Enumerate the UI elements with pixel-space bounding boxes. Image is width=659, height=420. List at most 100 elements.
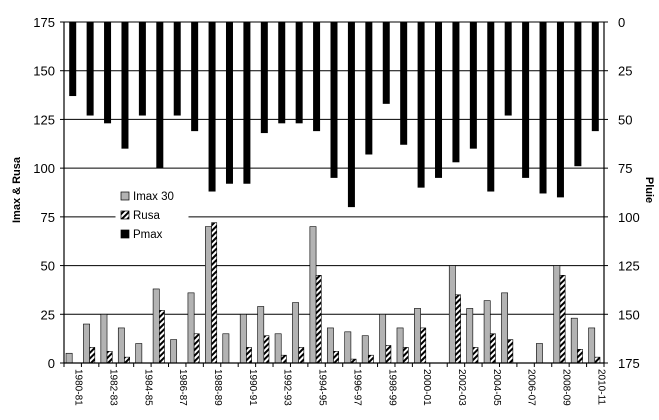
rusa-bar [246,347,252,364]
bars [65,22,601,364]
left-tick-label: 175 [33,15,55,30]
legend-swatch [120,229,130,239]
imax-bar [222,333,230,364]
rusa-bar [472,347,479,364]
pmax-bar [121,22,129,149]
rusa-bar [455,294,461,364]
pmax-bar [138,22,146,116]
right-tick-label: 175 [618,356,640,371]
legend-swatch [120,191,130,201]
right-tick-label: 100 [618,210,640,225]
x-tick-label: 1986-87 [177,369,188,406]
imax-bar [361,335,369,364]
y-axis-left-label: Imax & Rusa [11,156,23,223]
legend-label: Pmax [133,229,163,241]
imax-bar [257,306,265,364]
pmax-bar [313,22,321,132]
axes [63,22,605,367]
rusa-bar [507,339,514,364]
pmax-bar [487,22,495,192]
pmax-bar [260,22,268,134]
x-tick-label: 2000-01 [421,369,432,406]
rusa-bar [420,327,427,364]
rusa-bar [263,335,270,364]
right-axis-tick-labels: 175 150 125 100 75 50 25 0 [618,15,640,371]
rusa-bar [402,347,409,364]
pmax-bar [382,22,390,104]
left-tick-label: 25 [41,307,55,322]
pmax-bar [173,22,181,116]
pmax-bar [243,22,251,184]
imax-bar [588,327,596,364]
imax-bar [292,302,299,364]
imax-bar [117,327,125,364]
left-tick-label: 0 [48,356,55,371]
imax-bar [466,308,474,364]
pmax-bar [504,22,512,116]
pmax-bar [330,22,338,178]
imax-bar [205,226,212,364]
left-tick-label: 100 [33,161,55,176]
right-tick-label: 125 [618,259,640,274]
pmax-bar [539,22,547,194]
y-axis-right-label: Pluie [643,177,655,203]
rusa-bar [333,351,339,364]
x-tick-label: 1990-91 [247,369,258,406]
imax-bar [83,323,90,364]
x-tick-label: 1984-85 [142,369,153,406]
rusa-bar [559,275,566,364]
imax-bar [501,292,508,364]
rusa-bar [89,347,96,364]
imax-bar [239,313,247,364]
pmax-bar [347,22,355,208]
pmax-bar [522,22,530,178]
rusa-bar [577,349,583,364]
imax-bar [414,308,421,364]
imax-bar [274,333,282,364]
left-tick-label: 150 [33,64,55,79]
imax-bar [326,327,334,364]
rusa-bar [368,354,374,364]
x-tick-label: 1988-89 [212,369,223,406]
x-tick-label: 2002-03 [456,369,467,406]
imax-bar [483,300,491,364]
imax-bar [553,265,561,364]
imax-bar [135,343,143,364]
pmax-bar [452,22,460,163]
legend-label: Rusa [133,210,160,222]
legend: Imax 30 Rusa Pmax [115,185,189,249]
imax-bar [448,265,456,364]
left-tick-label: 50 [41,259,55,274]
imax-bar [187,292,195,364]
right-tick-label: 25 [618,64,632,79]
imax-bar [570,317,578,364]
imax-bar [100,313,108,364]
imax-bar [344,331,352,364]
imax-bar [309,226,317,364]
pmax-bar [400,22,408,145]
pmax-bar [417,22,425,188]
rusa-bar [193,333,200,364]
imax-bar [152,288,160,364]
rusa-bar [158,310,165,364]
rusa-bar [280,354,287,364]
pmax-bar [365,22,373,155]
left-tick-label: 75 [41,210,55,225]
right-tick-label: 0 [618,15,625,30]
pmax-bar [469,22,477,149]
rusa-bar [211,222,218,364]
imax-bar [536,343,543,364]
x-tick-label: 1982-83 [108,369,119,406]
right-tick-label: 50 [618,112,632,127]
x-tick-label: 2006-07 [526,369,537,406]
left-tick-label: 125 [33,112,55,127]
imax-bar [65,352,73,364]
left-axis-tick-labels: 0 25 50 75 100 125 150 175 [33,15,55,371]
pmax-bar [556,22,564,198]
legend-swatch [120,210,130,220]
pmax-bar [574,22,582,167]
imax-bar [170,339,178,364]
rusa-bar [385,345,392,364]
